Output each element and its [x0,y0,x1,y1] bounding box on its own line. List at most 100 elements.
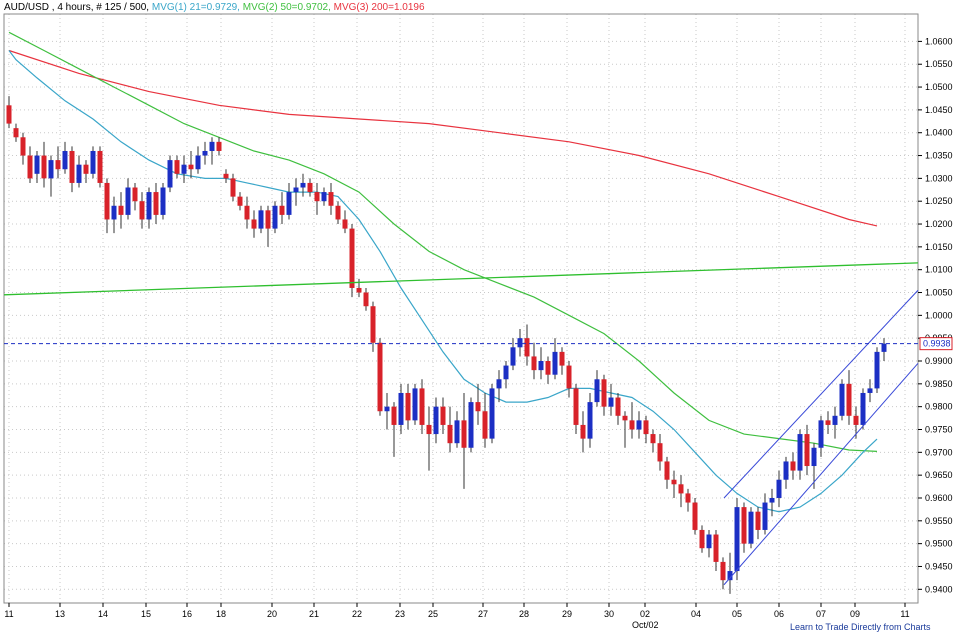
candle-body [615,397,621,416]
candle-up [867,379,873,403]
x-tick-label: 04 [691,609,701,619]
candle-body [825,420,831,425]
candle-body [293,187,299,193]
candle-up [412,383,418,425]
candle-up [468,397,474,453]
y-tick-label: 0.9500 [925,539,953,549]
candle-up [300,173,306,197]
candle-body [377,342,383,412]
candle-body [797,434,803,471]
candle-body [272,205,278,229]
candles-layer [6,96,887,594]
candle-up [496,370,502,403]
candle-body [76,164,82,183]
candle-up [160,182,166,220]
candle-up [538,347,544,380]
candle-body [538,361,544,371]
y-tick-label: 1.0300 [925,173,953,183]
y-tick-label: 0.9600 [925,493,953,503]
candle-body [132,187,138,202]
candle-down [69,146,75,193]
candle-body [160,187,166,215]
candle-up [286,182,292,220]
candle-body [391,406,397,425]
candle-body [300,182,306,188]
candle-body [846,383,852,416]
footer-link[interactable]: Learn to Trade Directly from Charts [790,622,931,632]
candle-body [867,388,873,393]
candle-up [272,201,278,234]
candle-down [20,132,26,165]
candle-down [230,173,236,202]
candle-up [552,338,558,380]
candle-up [48,155,54,197]
candle-body [328,192,334,206]
y-tick-label: 1.0350 [925,151,953,161]
candle-up [762,493,768,535]
current-price-box [919,337,953,351]
candle-body [258,210,264,229]
candle-up [195,146,201,174]
candle-down [559,347,565,375]
candle-body [461,420,467,448]
candle-body [587,402,593,439]
candle-up [90,146,96,179]
plot-frame [3,13,919,604]
candle-up [797,429,803,480]
candle-body [706,534,712,549]
candle-down [566,361,572,398]
candle-body [202,150,208,156]
candle-down [846,370,852,425]
candle-body [384,406,390,412]
candle-up [398,383,404,435]
y-tick-label: 1.0500 [925,82,953,92]
current-price-label: 0.9938 [923,339,951,349]
candle-body [41,155,47,179]
ma200-line [8,49,878,227]
candle-body [62,150,68,170]
candle-body [125,187,131,215]
candle-down [622,411,628,448]
candle-body [111,205,117,220]
candle-body [713,534,719,562]
x-tick-label: 30 [604,609,614,619]
candle-down [405,383,411,430]
candle-down [447,406,453,453]
candle-body [244,205,250,220]
candle-down [104,178,110,234]
candle-body [307,182,313,193]
chart-header: AUD/USD , 4 hours, # 125 / 500, MVG(1) 2… [4,2,425,13]
candle-body [608,397,614,407]
candle-down [349,224,355,298]
y-tick-label: 0.9850 [925,379,953,389]
candle-down [6,96,12,129]
candle-body [755,511,761,530]
candle-body [433,406,439,435]
candle-up [608,383,614,416]
candle-down [13,123,19,142]
header-symbol: AUD/USD , 4 hours, # 125 / 500, [4,2,150,13]
candle-body [251,219,257,229]
y-tick-label: 0.9700 [925,447,953,457]
candle-down [741,502,747,553]
x-axis: 11 13 14 15 16 18 20 21 22 23 25 27 28 29 30 02 04 05 06 07… [4,603,910,630]
candle-body [6,105,12,124]
candle-body [230,178,236,197]
candle-body [34,155,40,174]
candle-up [489,383,495,444]
candle-up [510,338,516,371]
candle-body [811,447,817,467]
y-tick-label: 1.0400 [925,128,953,138]
candle-up [454,411,460,448]
x-tick-label: 13 [55,609,65,619]
candle-body [517,338,523,348]
candle-body [657,443,663,462]
candle-up [706,529,712,558]
candle-body [482,411,488,439]
x-tick-label: 09 [850,609,860,619]
candle-body [139,201,145,220]
candle-body [580,424,586,439]
candle-body [531,356,537,371]
candle-down [804,424,810,476]
x-tick-label: 29 [562,609,572,619]
